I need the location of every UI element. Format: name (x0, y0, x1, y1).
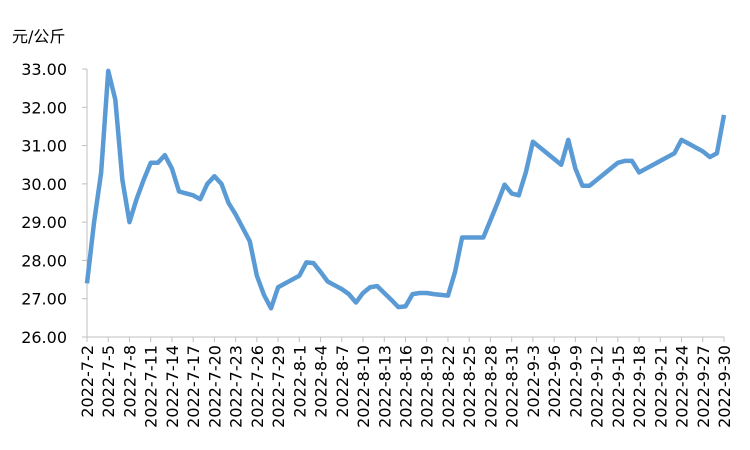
x-tick-label: 2022-8-16 (397, 345, 416, 428)
y-tick-label: 28.00 (21, 251, 67, 270)
x-tick-label: 2022-7-11 (142, 345, 161, 428)
x-tick-label: 2022-8-25 (460, 345, 479, 428)
x-tick-label: 2022-8-13 (375, 345, 394, 428)
y-tick-label: 30.00 (21, 175, 67, 194)
x-tick-label: 2022-8-1 (290, 345, 309, 418)
x-tick-label: 2022-9-12 (588, 345, 607, 428)
x-tick-label: 2022-8-7 (333, 345, 352, 418)
x-tick-label: 2022-8-31 (503, 345, 522, 428)
x-tick-label: 2022-9-30 (715, 345, 734, 428)
y-tick-label: 33.00 (21, 60, 67, 79)
x-tick-label: 2022-8-4 (312, 345, 331, 418)
x-tick-label: 2022-7-29 (269, 345, 288, 428)
x-tick-label: 2022-8-28 (481, 345, 500, 428)
x-tick-label: 2022-7-14 (163, 345, 182, 428)
line-series (84, 68, 727, 311)
x-tick-label: 2022-7-23 (227, 345, 246, 428)
x-tick-label: 2022-7-26 (248, 345, 267, 428)
x-tick-label: 2022-8-19 (418, 345, 437, 428)
y-tick-label: 31.00 (21, 137, 67, 156)
x-tick-label: 2022-8-22 (439, 345, 458, 428)
y-tick-label: 29.00 (21, 213, 67, 232)
y-tick-label: 26.00 (21, 328, 67, 347)
x-tick-label: 2022-7-5 (99, 345, 118, 418)
x-tick-label: 2022-7-17 (184, 345, 203, 428)
x-tick-label: 2022-7-20 (205, 345, 224, 428)
x-tick-label: 2022-9-6 (545, 345, 564, 418)
x-tick-label: 2022-9-18 (630, 345, 649, 428)
x-tick-label: 2022-9-24 (673, 345, 692, 428)
y-tick-label: 27.00 (21, 290, 67, 309)
x-tick-label: 2022-9-3 (524, 345, 543, 418)
x-tick-label: 2022-9-9 (566, 345, 585, 418)
x-tick-label: 2022-9-21 (651, 345, 670, 428)
y-axis-label: 元/公斤 (12, 27, 65, 46)
y-tick-label: 32.00 (21, 98, 67, 117)
x-tick-label: 2022-7-2 (78, 345, 97, 418)
x-tick-label: 2022-9-27 (694, 345, 713, 428)
x-tick-label: 2022-7-8 (120, 345, 139, 418)
x-tick-label: 2022-9-15 (609, 345, 628, 428)
x-tick-label: 2022-8-10 (354, 345, 373, 428)
